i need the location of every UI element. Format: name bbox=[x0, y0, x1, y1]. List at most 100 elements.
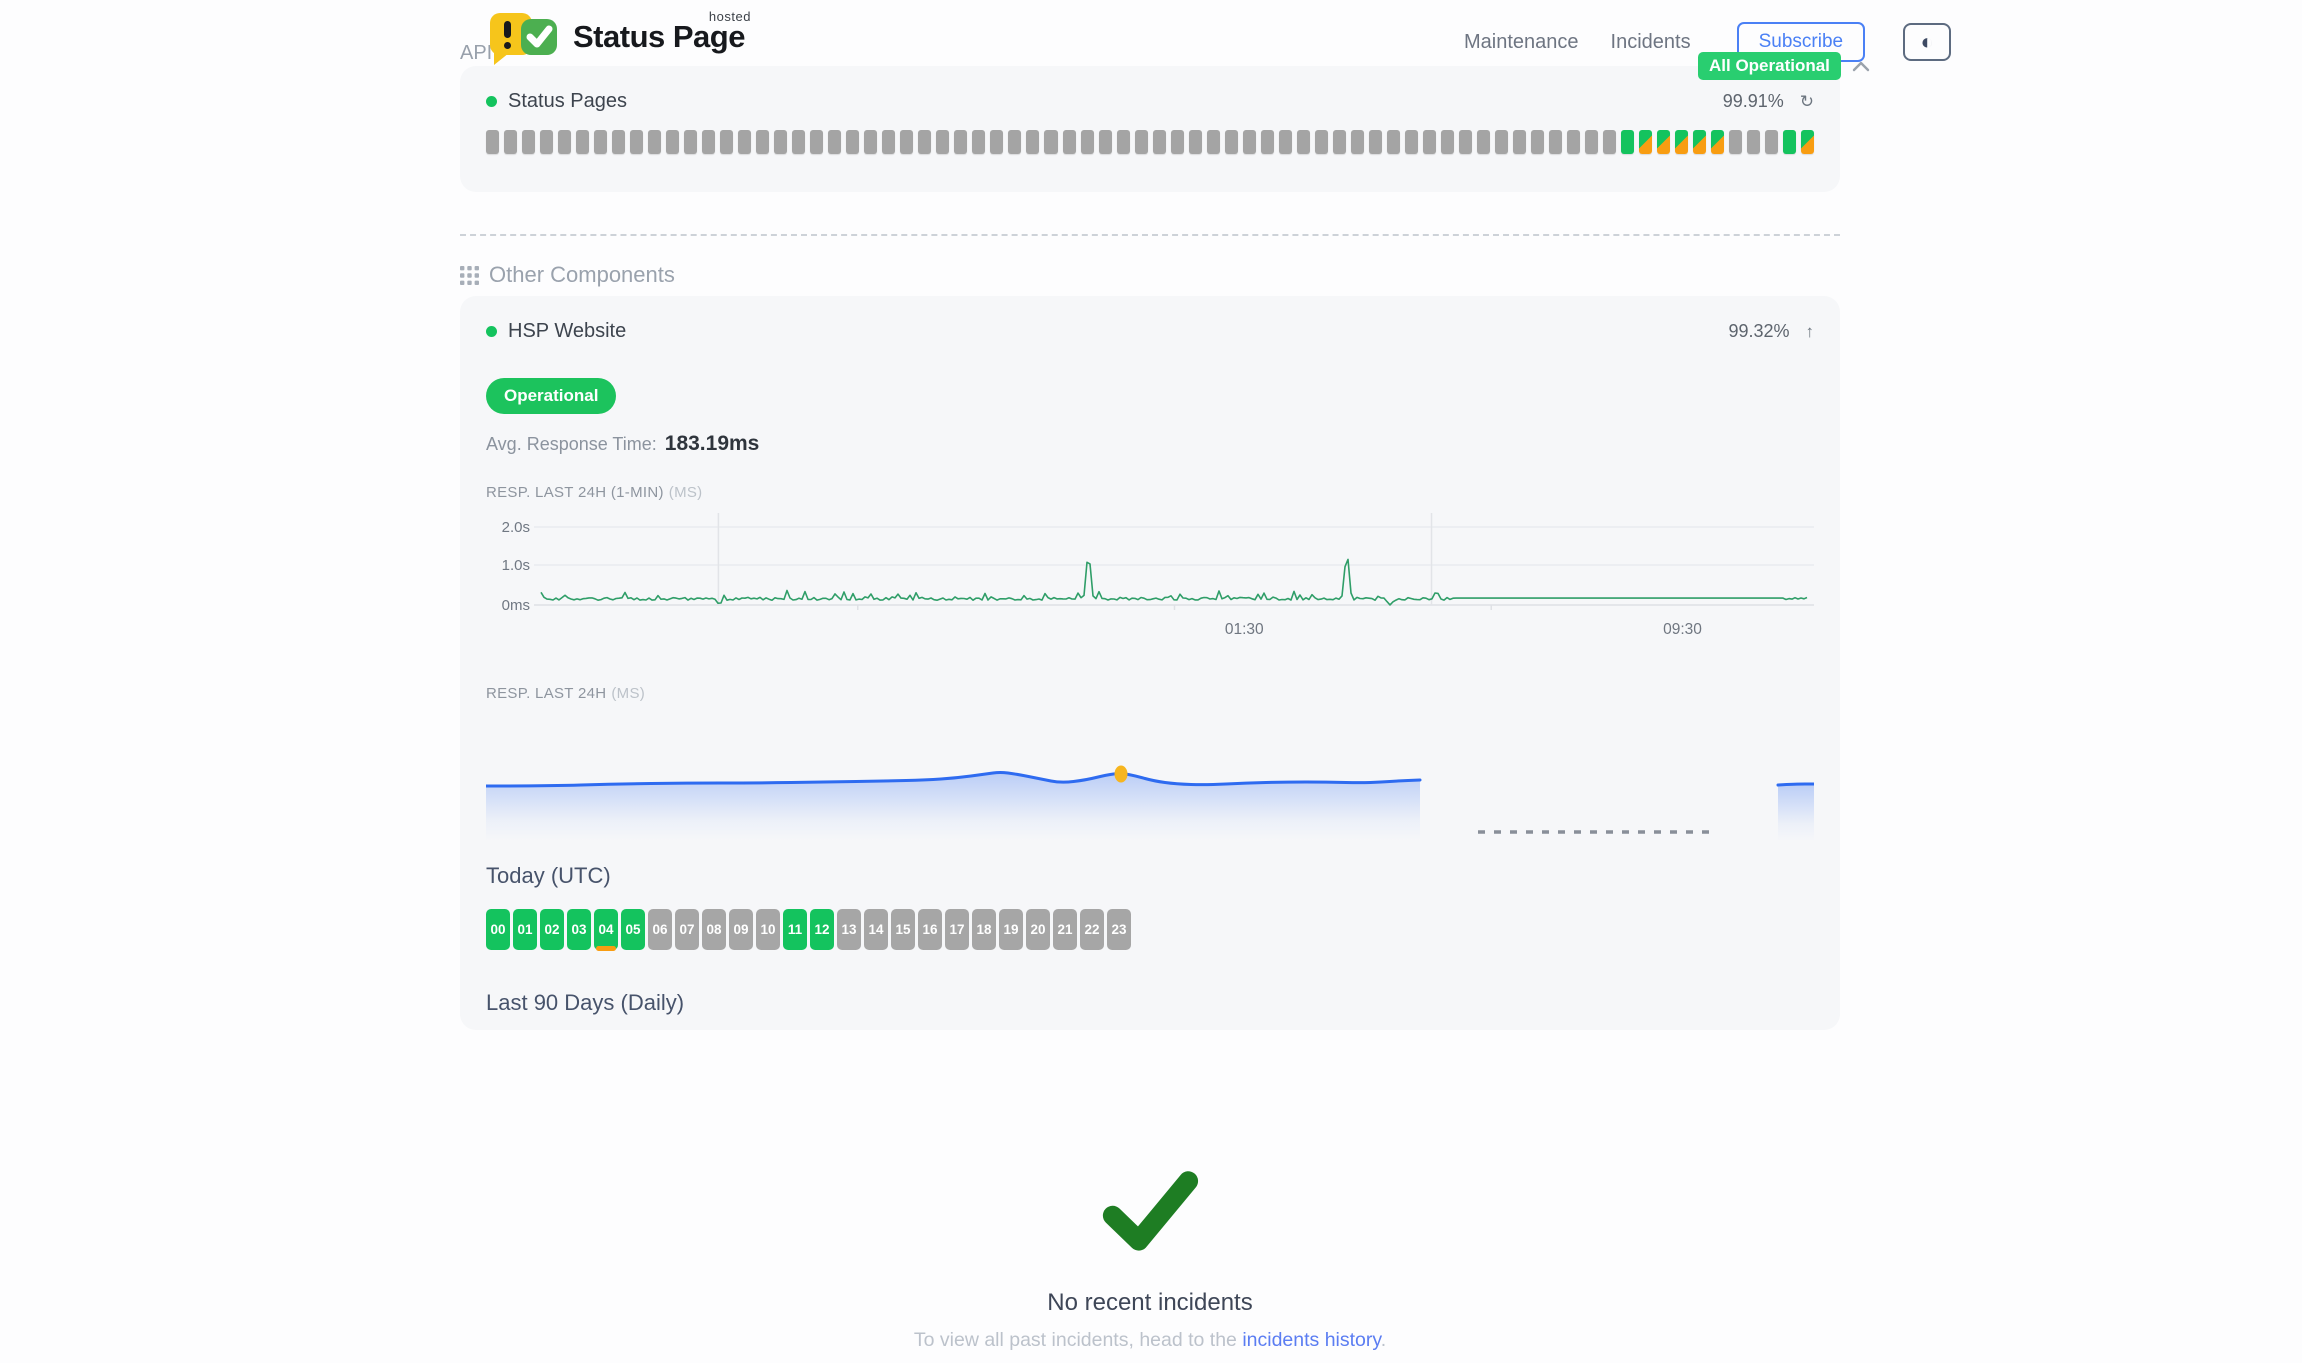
uptime-bar[interactable] bbox=[720, 130, 734, 154]
uptime-bar[interactable] bbox=[666, 130, 680, 154]
uptime-bar[interactable] bbox=[702, 130, 716, 154]
hour-block-21[interactable]: 21 bbox=[1053, 909, 1077, 950]
uptime-bar[interactable] bbox=[1008, 130, 1022, 154]
hour-block-06[interactable]: 06 bbox=[648, 909, 672, 950]
uptime-bar[interactable] bbox=[648, 130, 662, 154]
uptime-bar[interactable] bbox=[882, 130, 896, 154]
uptime-bar[interactable] bbox=[918, 130, 932, 154]
uptime-bar[interactable] bbox=[1098, 130, 1112, 154]
hour-block-22[interactable]: 22 bbox=[1080, 909, 1104, 950]
uptime-bar[interactable] bbox=[1368, 130, 1382, 154]
uptime-bar[interactable] bbox=[1422, 130, 1436, 154]
uptime-bar[interactable] bbox=[540, 130, 554, 154]
uptime-bar[interactable] bbox=[1026, 130, 1040, 154]
uptime-bar[interactable] bbox=[810, 130, 824, 154]
hour-block-05[interactable]: 05 bbox=[621, 909, 645, 950]
uptime-bar[interactable] bbox=[1620, 130, 1634, 154]
hour-block-01[interactable]: 01 bbox=[513, 909, 537, 950]
uptime-bar[interactable] bbox=[1675, 130, 1689, 154]
hour-block-02[interactable]: 02 bbox=[540, 909, 564, 950]
uptime-bar[interactable] bbox=[612, 130, 626, 154]
hour-block-18[interactable]: 18 bbox=[972, 909, 996, 950]
uptime-bar[interactable] bbox=[1350, 130, 1364, 154]
refresh-icon[interactable]: ↻ bbox=[1799, 91, 1814, 111]
hour-block-13[interactable]: 13 bbox=[837, 909, 861, 950]
uptime-bar[interactable] bbox=[1134, 130, 1148, 154]
uptime-bar[interactable] bbox=[1062, 130, 1076, 154]
hour-block-15[interactable]: 15 bbox=[891, 909, 915, 950]
uptime-bar[interactable] bbox=[1639, 130, 1653, 154]
hour-block-04[interactable]: 04 bbox=[594, 909, 618, 951]
uptime-bar[interactable] bbox=[936, 130, 950, 154]
uptime-bar[interactable] bbox=[1801, 130, 1815, 154]
uptime-bar[interactable] bbox=[1530, 130, 1544, 154]
incidents-history-link[interactable]: incidents history bbox=[1242, 1329, 1381, 1351]
hour-block-20[interactable]: 20 bbox=[1026, 909, 1050, 950]
hour-block-08[interactable]: 08 bbox=[702, 909, 726, 950]
uptime-bar[interactable] bbox=[1783, 130, 1797, 154]
hour-block-00[interactable]: 00 bbox=[486, 909, 510, 950]
uptime-bar[interactable] bbox=[1170, 130, 1184, 154]
uptime-bar[interactable] bbox=[486, 130, 500, 154]
uptime-bar[interactable] bbox=[684, 130, 698, 154]
uptime-bar[interactable] bbox=[900, 130, 914, 154]
uptime-bar[interactable] bbox=[1693, 130, 1707, 154]
hour-block-09[interactable]: 09 bbox=[729, 909, 753, 950]
hour-block-12[interactable]: 12 bbox=[810, 909, 834, 950]
uptime-bar[interactable] bbox=[990, 130, 1004, 154]
uptime-bar[interactable] bbox=[1206, 130, 1220, 154]
uptime-bar[interactable] bbox=[1657, 130, 1671, 154]
uptime-bar[interactable] bbox=[1548, 130, 1562, 154]
uptime-bar[interactable] bbox=[864, 130, 878, 154]
uptime-bar[interactable] bbox=[1224, 130, 1238, 154]
uptime-bar[interactable] bbox=[1278, 130, 1292, 154]
uptime-bar[interactable] bbox=[792, 130, 806, 154]
uptime-bar[interactable] bbox=[1386, 130, 1400, 154]
uptime-bar[interactable] bbox=[1711, 130, 1725, 154]
uptime-bar[interactable] bbox=[1747, 130, 1761, 154]
nav-incidents[interactable]: Incidents bbox=[1610, 30, 1691, 53]
uptime-bar[interactable] bbox=[1602, 130, 1616, 154]
uptime-bar[interactable] bbox=[1116, 130, 1130, 154]
theme-toggle-button[interactable]: ◐ bbox=[1903, 23, 1952, 61]
uptime-bar[interactable] bbox=[1566, 130, 1580, 154]
hour-block-16[interactable]: 16 bbox=[918, 909, 942, 950]
hour-block-03[interactable]: 03 bbox=[567, 909, 591, 950]
uptime-bar[interactable] bbox=[630, 130, 644, 154]
uptime-bar[interactable] bbox=[846, 130, 860, 154]
uptime-bar[interactable] bbox=[504, 130, 518, 154]
hour-block-10[interactable]: 10 bbox=[756, 909, 780, 950]
response-time-line-chart[interactable]: 2.0s 1.0s 0ms 01:30 09:30 bbox=[486, 507, 1814, 657]
uptime-bar[interactable] bbox=[954, 130, 968, 154]
uptime-bar[interactable] bbox=[1729, 130, 1743, 154]
uptime-bar[interactable] bbox=[1260, 130, 1274, 154]
uptime-bar[interactable] bbox=[1044, 130, 1058, 154]
uptime-bar[interactable] bbox=[774, 130, 788, 154]
uptime-bar[interactable] bbox=[558, 130, 572, 154]
hour-block-19[interactable]: 19 bbox=[999, 909, 1023, 950]
uptime-bar[interactable] bbox=[756, 130, 770, 154]
trend-up-icon[interactable]: ↑ bbox=[1805, 321, 1815, 341]
uptime-bar[interactable] bbox=[972, 130, 986, 154]
uptime-bar[interactable] bbox=[738, 130, 752, 154]
uptime-bar[interactable] bbox=[1476, 130, 1490, 154]
hour-block-14[interactable]: 14 bbox=[864, 909, 888, 950]
uptime-bar[interactable] bbox=[1188, 130, 1202, 154]
uptime-bar[interactable] bbox=[594, 130, 608, 154]
uptime-bar[interactable] bbox=[1080, 130, 1094, 154]
uptime-bar[interactable] bbox=[1458, 130, 1472, 154]
uptime-bar[interactable] bbox=[1765, 130, 1779, 154]
chevron-up-icon[interactable] bbox=[1851, 60, 1871, 72]
uptime-bar[interactable] bbox=[1404, 130, 1418, 154]
overall-status-badge[interactable]: All Operational bbox=[1698, 52, 1841, 80]
hour-block-23[interactable]: 23 bbox=[1107, 909, 1131, 950]
uptime-bar[interactable] bbox=[576, 130, 590, 154]
uptime-bar[interactable] bbox=[1332, 130, 1346, 154]
nav-maintenance[interactable]: Maintenance bbox=[1464, 30, 1579, 53]
uptime-bar[interactable] bbox=[1314, 130, 1328, 154]
uptime-bar[interactable] bbox=[1440, 130, 1454, 154]
brand-logo[interactable]: Status Page hosted bbox=[487, 8, 750, 66]
uptime-bar[interactable] bbox=[1242, 130, 1256, 154]
uptime-bar[interactable] bbox=[522, 130, 536, 154]
uptime-bar[interactable] bbox=[1584, 130, 1598, 154]
